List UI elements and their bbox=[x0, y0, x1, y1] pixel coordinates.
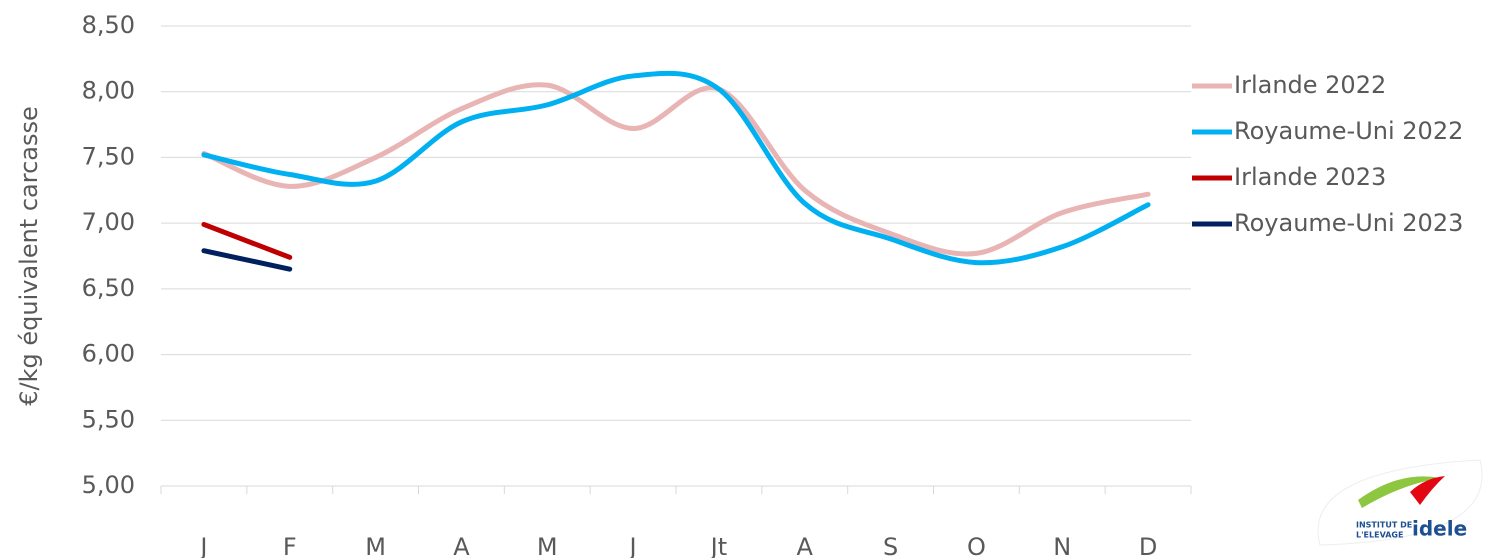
series-line bbox=[201, 221, 293, 260]
y-tick-label: 6,00 bbox=[82, 340, 135, 368]
logo-swoosh bbox=[1410, 476, 1445, 505]
logo-brand: idele bbox=[1412, 517, 1467, 541]
series-line bbox=[201, 70, 1151, 266]
logo: INSTITUT DE L'ELEVAGE idele bbox=[1317, 459, 1483, 546]
y-tick-label: 8,00 bbox=[82, 77, 135, 105]
legend-label: Irlande 2022 bbox=[1234, 71, 1386, 99]
x-tick-label: A bbox=[453, 533, 470, 558]
legend-label: Irlande 2023 bbox=[1234, 163, 1386, 191]
x-tick-label: M bbox=[537, 533, 558, 558]
x-tick-label: D bbox=[1139, 533, 1157, 558]
x-tick-label: A bbox=[797, 533, 814, 558]
x-tick-label: J bbox=[198, 533, 207, 558]
logo-text: INSTITUT DE bbox=[1356, 521, 1412, 530]
legend-label: Royaume-Uni 2022 bbox=[1234, 117, 1463, 145]
y-tick-label: 7,50 bbox=[82, 142, 135, 170]
x-tick-label: S bbox=[883, 533, 898, 558]
series-line bbox=[201, 82, 1151, 257]
y-tick-label: 8,50 bbox=[82, 11, 135, 39]
x-tick-label: J bbox=[628, 533, 637, 558]
x-tick-label: N bbox=[1053, 533, 1071, 558]
y-tick-label: 6,50 bbox=[82, 274, 135, 302]
y-tick-label: 7,00 bbox=[82, 208, 135, 236]
series-line bbox=[201, 248, 293, 272]
x-tick-label: Jt bbox=[709, 533, 728, 558]
y-tick-label: 5,00 bbox=[82, 471, 135, 499]
logo-badge bbox=[1317, 459, 1483, 546]
x-tick-label: F bbox=[283, 533, 297, 558]
x-tick-label: O bbox=[967, 533, 986, 558]
logo-text: L'ELEVAGE bbox=[1356, 531, 1403, 540]
x-tick-label: M bbox=[365, 533, 386, 558]
legend-label: Royaume-Uni 2023 bbox=[1234, 209, 1463, 237]
y-tick-label: 5,50 bbox=[82, 405, 135, 433]
y-axis-label: €/kg équivalent carcasse bbox=[15, 106, 43, 406]
